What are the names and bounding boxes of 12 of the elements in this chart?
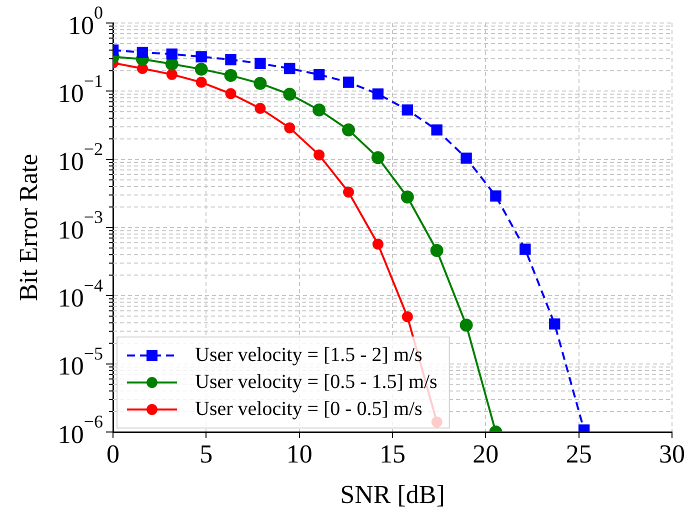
x-tick-label: 30: [659, 439, 685, 468]
x-axis-title: SNR [dB]: [340, 480, 445, 510]
x-tick-label: 15: [380, 439, 406, 468]
x-tick-label: 25: [566, 439, 592, 468]
x-tick-label: 20: [472, 439, 499, 468]
x-tick-label: 0: [106, 439, 120, 468]
y-axis-title: Bit Error Rate: [14, 154, 43, 302]
legend-label: User velocity = [0 - 0.5] m/s: [195, 398, 423, 420]
x-tick-label: 5: [200, 439, 213, 468]
x-tick-label: 10: [286, 439, 312, 468]
legend-label: User velocity = [0.5 - 1.5] m/s: [195, 370, 438, 393]
legend-label: User velocity = [1.5 - 2] m/s: [195, 344, 423, 366]
